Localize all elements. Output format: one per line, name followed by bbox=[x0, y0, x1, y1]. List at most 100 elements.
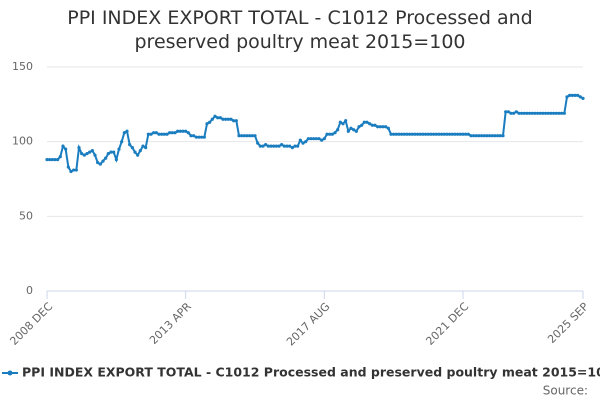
point bbox=[256, 141, 260, 145]
point bbox=[69, 169, 73, 174]
point bbox=[106, 152, 110, 156]
point bbox=[397, 132, 401, 136]
point bbox=[154, 131, 158, 135]
legend-label: PPI INDEX EXPORT TOTAL - C1012 Processed… bbox=[22, 365, 600, 380]
point bbox=[125, 129, 129, 133]
point bbox=[322, 137, 326, 141]
point bbox=[133, 150, 137, 154]
point bbox=[176, 129, 180, 133]
y-tick-label: 100 bbox=[12, 135, 33, 148]
point bbox=[346, 129, 350, 133]
point bbox=[314, 137, 318, 141]
point bbox=[266, 144, 270, 148]
point bbox=[458, 132, 462, 136]
point bbox=[450, 132, 454, 136]
point bbox=[568, 93, 572, 97]
point bbox=[578, 95, 582, 99]
point bbox=[298, 138, 302, 142]
point bbox=[365, 120, 369, 124]
point bbox=[128, 143, 132, 147]
point bbox=[501, 134, 505, 138]
point bbox=[157, 132, 161, 136]
point bbox=[237, 134, 241, 138]
point bbox=[232, 119, 236, 123]
point bbox=[269, 144, 273, 148]
point bbox=[522, 111, 526, 115]
x-tick-label: 2017 AUG bbox=[284, 300, 333, 349]
point bbox=[53, 157, 57, 162]
point bbox=[181, 129, 185, 133]
point bbox=[61, 144, 65, 148]
chart-title: PPI INDEX EXPORT TOTAL - C1012 Processed… bbox=[67, 7, 533, 53]
y-tick-label: 150 bbox=[12, 60, 33, 73]
point bbox=[474, 134, 478, 138]
point bbox=[408, 132, 412, 136]
point bbox=[218, 116, 222, 120]
point bbox=[117, 147, 121, 151]
point bbox=[429, 132, 433, 136]
point bbox=[362, 120, 366, 124]
point bbox=[258, 144, 262, 148]
point bbox=[368, 122, 372, 126]
point bbox=[85, 152, 89, 156]
point bbox=[424, 132, 428, 136]
point bbox=[309, 137, 313, 141]
point bbox=[466, 132, 470, 136]
point bbox=[549, 111, 553, 115]
point bbox=[496, 134, 500, 138]
x-tick-label: 2013 APR bbox=[147, 300, 194, 347]
point bbox=[456, 132, 460, 136]
point bbox=[482, 134, 486, 138]
point bbox=[296, 144, 300, 148]
point bbox=[544, 111, 548, 115]
point bbox=[184, 129, 188, 133]
point bbox=[440, 132, 444, 136]
point bbox=[573, 93, 577, 97]
point bbox=[66, 165, 70, 169]
point bbox=[82, 153, 86, 157]
point bbox=[442, 132, 446, 136]
point bbox=[114, 157, 118, 162]
point bbox=[141, 144, 145, 148]
point bbox=[472, 134, 476, 138]
point bbox=[360, 123, 364, 127]
point bbox=[352, 128, 356, 132]
point bbox=[432, 132, 436, 136]
point bbox=[45, 157, 49, 162]
point bbox=[112, 150, 116, 154]
point bbox=[416, 132, 420, 136]
point bbox=[301, 141, 305, 145]
point bbox=[525, 111, 529, 115]
point bbox=[98, 162, 102, 166]
y-tick-label: 50 bbox=[19, 209, 33, 222]
point bbox=[248, 134, 252, 138]
point bbox=[312, 137, 316, 141]
point bbox=[320, 138, 324, 142]
point bbox=[72, 168, 76, 172]
point bbox=[418, 132, 422, 136]
point bbox=[490, 134, 494, 138]
point bbox=[253, 134, 257, 138]
point bbox=[317, 137, 321, 141]
point bbox=[413, 132, 417, 136]
point bbox=[165, 132, 169, 136]
point bbox=[448, 132, 452, 136]
point bbox=[349, 126, 353, 130]
point bbox=[104, 156, 108, 160]
point bbox=[554, 111, 558, 115]
point bbox=[445, 132, 449, 136]
point bbox=[410, 132, 414, 136]
point bbox=[488, 134, 492, 138]
point bbox=[576, 93, 580, 97]
point bbox=[304, 140, 308, 144]
point bbox=[192, 134, 196, 138]
legend-marker bbox=[7, 370, 13, 376]
point bbox=[130, 146, 134, 150]
point bbox=[434, 132, 438, 136]
point bbox=[122, 131, 126, 135]
point bbox=[208, 120, 212, 124]
point bbox=[480, 134, 484, 138]
point bbox=[325, 132, 329, 136]
point bbox=[88, 150, 92, 154]
